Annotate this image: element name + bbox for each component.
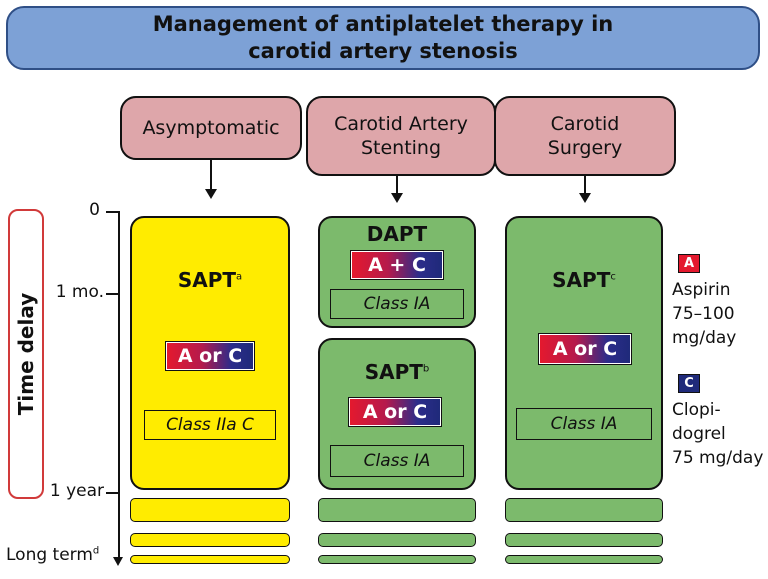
category-carotid-artery-stenting: Carotid Artery Stenting [306,96,496,176]
surgery-therapy: SAPTc [505,268,663,292]
arrow-line [210,160,212,190]
therapy-label: SAPT [552,268,611,292]
footnote-marker: c [610,271,616,283]
stenting-dapt-class: Class IA [330,289,464,319]
legend-aspirin-chip: A [678,254,700,273]
long-term-strip [505,533,663,547]
legend-text-line: Clopi- [672,400,721,420]
long-term-strip [318,533,476,547]
long-term-strip [505,498,663,522]
surgery-class: Class IA [516,408,652,440]
stenting-sapt-therapy: SAPTb [318,360,476,384]
category-label: Carotid [550,113,620,135]
legend-text-line: mg/day [672,328,737,348]
long-term-label: Long termd [6,545,99,565]
tick-label-1-year: 1 year [49,481,104,501]
footnote-marker: a [236,271,243,283]
legend-text-line: 75–100 [672,304,735,324]
tick-mark [106,211,120,213]
title-banner: Management of antiplatelet therapy in ca… [6,6,760,70]
stenting-sapt-drug-chip: A or C [348,397,442,427]
axis-arrow-down-icon [113,557,123,566]
long-term-strip [130,498,290,522]
arrow-down-icon [579,193,591,203]
category-label: Surgery [547,137,623,159]
long-term-text: Long term [6,545,93,565]
tick-label-0: 0 [89,200,100,220]
legend-text-line: dogrel [672,424,726,444]
time-axis-line [118,212,120,558]
title-line-1: Management of antiplatelet therapy in [152,12,614,36]
footnote-marker: d [92,545,100,557]
long-term-strip [130,555,290,564]
title-line-2: carotid artery stenosis [248,39,518,63]
stenting-dapt-therapy: DAPT [366,222,428,246]
long-term-strip [130,533,290,547]
asymptomatic-drug-chip: A or C [165,341,255,371]
asymptomatic-therapy: SAPTa [130,268,290,292]
tick-label-1-mo: 1 mo. [55,282,104,302]
legend-text-line: Aspirin [672,280,731,300]
legend-text-line: 75 mg/day [672,448,764,468]
category-label: Stenting [360,137,442,159]
therapy-label: SAPT [364,360,423,384]
legend-clopidogrel-chip: C [678,374,700,393]
category-label: Asymptomatic [142,117,280,139]
time-delay-frame [8,209,44,499]
category-carotid-surgery: Carotid Surgery [494,96,676,176]
category-label: Carotid Artery [334,113,468,135]
legend-clopidogrel: Clopi- dogrel 75 mg/day [672,398,766,470]
surgery-drug-chip: A or C [538,333,632,365]
tick-mark [106,492,120,494]
long-term-strip [318,555,476,564]
stenting-dapt-drug-chip: A + C [350,250,444,280]
stenting-sapt-class: Class IA [330,445,464,477]
arrow-line [584,176,586,194]
arrow-down-icon [391,193,403,203]
long-term-strip [318,498,476,522]
asymptomatic-class: Class IIa C [144,410,276,440]
category-asymptomatic: Asymptomatic [120,96,302,160]
tick-mark [106,293,120,295]
legend-aspirin: Aspirin 75–100 mg/day [672,278,766,350]
long-term-strip [505,555,663,564]
time-delay-label: Time delay [14,292,38,416]
arrow-down-icon [205,189,217,199]
therapy-label: SAPT [177,268,237,292]
asymptomatic-box [130,216,290,490]
footnote-marker: b [422,363,430,375]
arrow-line [396,176,398,194]
